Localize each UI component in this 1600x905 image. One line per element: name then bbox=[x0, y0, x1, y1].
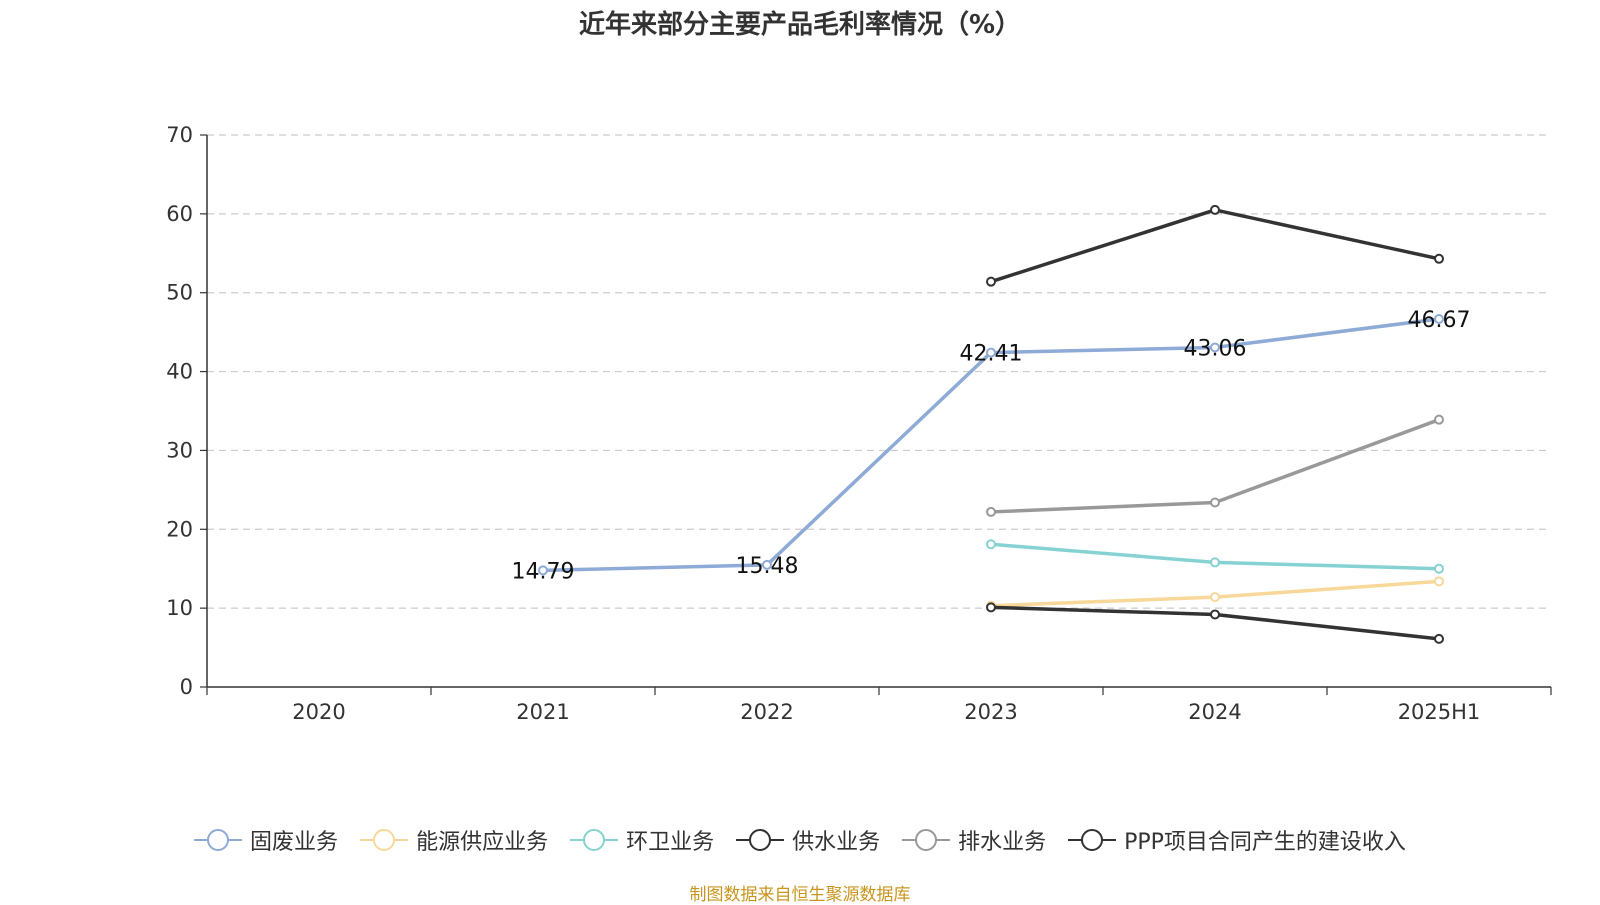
data-point bbox=[1210, 497, 1220, 508]
data-point bbox=[1210, 592, 1220, 603]
data-label: 46.67 bbox=[1408, 308, 1471, 333]
legend-item[interactable]: 环卫业务 bbox=[570, 824, 714, 856]
legend-marker-icon bbox=[902, 829, 951, 851]
data-point bbox=[986, 276, 996, 287]
line-chart: 0 10 20 30 40 50 60 70 2020 2021 2022 2023 2024 2025H… bbox=[166, 123, 1552, 724]
data-point bbox=[1210, 609, 1220, 620]
y-tick-label: 20 bbox=[166, 517, 193, 541]
data-point bbox=[1434, 633, 1444, 644]
data-label: 15.48 bbox=[736, 554, 799, 579]
y-tick-label: 70 bbox=[166, 123, 193, 147]
source-note: 制图数据来自恒生聚源数据库 bbox=[689, 885, 911, 905]
x-tick-label: 2024 bbox=[1188, 700, 1241, 724]
data-point bbox=[1434, 313, 1444, 324]
y-tick-label: 10 bbox=[166, 596, 193, 620]
data-point bbox=[538, 565, 548, 576]
data-point bbox=[1210, 204, 1220, 215]
chart-title: 近年来部分主要产品毛利率情况（%） bbox=[578, 10, 1022, 40]
legend-item[interactable]: 固废业务 bbox=[194, 824, 338, 856]
legend-marker-icon bbox=[736, 829, 785, 851]
data-point bbox=[1434, 563, 1444, 574]
y-tick-label: 40 bbox=[166, 360, 193, 384]
data-point bbox=[1210, 557, 1220, 568]
data-point bbox=[986, 602, 996, 613]
legend-marker-icon bbox=[360, 829, 409, 851]
x-tick-label: 2025H1 bbox=[1398, 700, 1481, 724]
legend: 固废业务 能源供应业务 环卫业务 供水业务 排水业务 PPP项目合同产生的建设收入 bbox=[0, 822, 1600, 858]
data-point bbox=[986, 506, 996, 517]
y-tick-label: 50 bbox=[166, 281, 193, 305]
legend-item[interactable]: PPP项目合同产生的建设收入 bbox=[1068, 824, 1406, 856]
legend-marker-icon bbox=[1068, 829, 1117, 851]
legend-label: 供水业务 bbox=[792, 830, 881, 855]
data-point bbox=[1434, 253, 1444, 264]
legend-marker-icon bbox=[194, 829, 243, 851]
legend-marker-icon bbox=[570, 829, 619, 851]
data-point bbox=[762, 559, 772, 570]
data-label: 14.79 bbox=[512, 559, 575, 584]
x-tick-label: 2020 bbox=[292, 700, 345, 724]
y-tick-label: 30 bbox=[166, 438, 193, 462]
legend-label: 能源供应业务 bbox=[416, 830, 549, 855]
legend-item[interactable]: 供水业务 bbox=[736, 824, 880, 856]
data-label: 42.41 bbox=[960, 342, 1023, 367]
y-tick-label: 0 bbox=[180, 675, 193, 699]
series-line bbox=[990, 208, 1440, 284]
x-tick-label: 2023 bbox=[964, 700, 1017, 724]
legend-label: 固废业务 bbox=[250, 830, 339, 855]
data-point bbox=[1434, 414, 1444, 425]
data-point bbox=[986, 539, 996, 550]
legend-item[interactable]: 排水业务 bbox=[902, 824, 1046, 856]
data-label: 43.06 bbox=[1184, 336, 1247, 361]
legend-label: 环卫业务 bbox=[626, 830, 715, 855]
y-tick-label: 60 bbox=[166, 202, 193, 226]
legend-label: PPP项目合同产生的建设收入 bbox=[1124, 830, 1406, 855]
legend-item[interactable]: 能源供应业务 bbox=[360, 824, 548, 856]
x-tick-label: 2022 bbox=[740, 700, 793, 724]
legend-label: 排水业务 bbox=[958, 830, 1047, 855]
data-point bbox=[1210, 342, 1220, 353]
x-tick-label: 2021 bbox=[516, 700, 569, 724]
data-point bbox=[986, 347, 996, 358]
data-point bbox=[1434, 576, 1444, 587]
